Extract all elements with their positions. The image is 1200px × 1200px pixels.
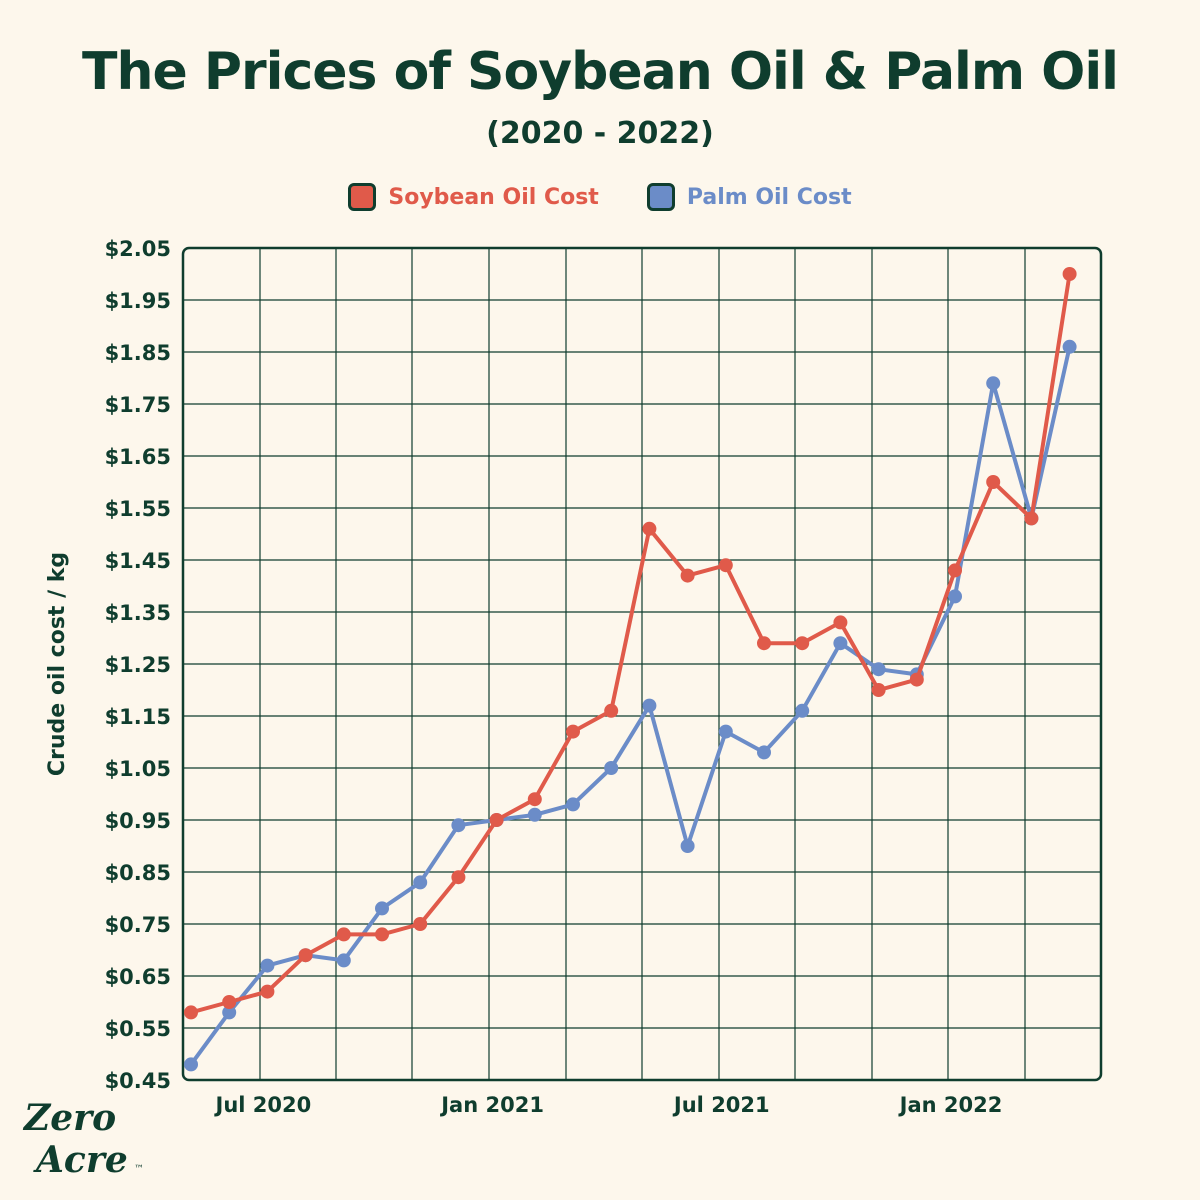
legend-label-soybean: Soybean Oil Cost xyxy=(388,184,599,210)
legend-swatch-soybean xyxy=(348,183,377,211)
legend-label-palm: Palm Oil Cost xyxy=(686,184,852,210)
x-tick-label: Jul 2020 xyxy=(214,1093,312,1117)
y-tick-label: $2.05 xyxy=(105,237,171,261)
data-point-palm xyxy=(375,901,389,916)
y-tick-label: $1.65 xyxy=(105,445,171,469)
data-point-palm xyxy=(1062,339,1077,354)
data-point-soybean xyxy=(451,870,466,885)
data-point-palm xyxy=(451,818,466,833)
data-point-palm xyxy=(833,636,848,651)
y-axis-label: Crude oil cost / kg xyxy=(45,552,70,776)
data-point-palm xyxy=(527,807,542,822)
y-tick-label: $1.45 xyxy=(105,549,171,573)
legend-item-soybean: Soybean Oil Cost xyxy=(348,183,599,211)
data-point-soybean xyxy=(375,927,389,942)
y-tick-label: $0.95 xyxy=(105,809,171,833)
data-point-soybean xyxy=(833,615,848,630)
data-point-palm xyxy=(260,958,275,973)
y-tick-label: $0.55 xyxy=(105,1017,171,1041)
data-point-soybean xyxy=(871,683,886,697)
legend-swatch-palm xyxy=(646,183,675,211)
data-point-soybean xyxy=(260,984,275,999)
y-tick-label: $1.95 xyxy=(105,289,171,313)
chart-title: The Prices of Soybean Oil & Palm Oil xyxy=(82,42,1119,102)
data-point-soybean xyxy=(566,724,580,739)
data-point-palm xyxy=(680,839,695,853)
data-point-soybean xyxy=(336,927,351,942)
data-point-soybean xyxy=(680,568,695,583)
plot-border xyxy=(181,246,1103,1082)
data-point-palm xyxy=(184,1057,198,1072)
y-tick-label: $1.55 xyxy=(105,497,171,521)
logo-trademark: ™ xyxy=(134,1164,144,1175)
y-tick-label: $1.75 xyxy=(105,393,171,417)
legend-item-palm: Palm Oil Cost xyxy=(646,183,852,211)
data-point-soybean xyxy=(909,672,924,687)
x-tick-label: Jan 2021 xyxy=(439,1093,544,1117)
y-tick-label: $1.15 xyxy=(105,705,171,729)
data-point-palm xyxy=(604,761,619,775)
y-tick-label: $0.45 xyxy=(105,1069,171,1093)
y-tick-label: $0.85 xyxy=(105,861,171,885)
y-tick-label: $0.65 xyxy=(105,965,171,989)
data-point-palm xyxy=(757,745,771,760)
data-point-soybean xyxy=(604,703,619,718)
x-tick-label: Jan 2022 xyxy=(898,1093,1003,1117)
data-point-palm xyxy=(795,703,810,718)
data-point-soybean xyxy=(642,521,657,536)
data-point-soybean xyxy=(184,1005,198,1020)
logo-line-1: Zero xyxy=(22,1097,116,1139)
zero-acre-logo: Zero Acre ™ xyxy=(22,1097,144,1181)
data-point-palm xyxy=(222,1005,237,1020)
data-point-soybean xyxy=(948,563,962,578)
x-tick-label: Jul 2021 xyxy=(672,1093,770,1117)
y-tick-label: $1.25 xyxy=(105,653,171,677)
data-point-palm xyxy=(566,797,580,812)
data-point-palm xyxy=(871,662,886,677)
chart-subtitle: (2020 - 2022) xyxy=(486,116,714,151)
data-point-palm xyxy=(336,953,351,968)
data-point-soybean xyxy=(1062,267,1077,281)
data-point-soybean xyxy=(527,792,542,807)
logo-line-2: Acre xyxy=(33,1139,128,1181)
data-point-soybean xyxy=(795,636,810,651)
data-point-soybean xyxy=(413,917,428,931)
y-tick-label: $0.75 xyxy=(105,913,171,937)
data-point-palm xyxy=(948,589,962,604)
data-point-soybean xyxy=(489,813,504,827)
y-tick-label: $1.05 xyxy=(105,757,171,781)
y-tick-label: $1.85 xyxy=(105,341,171,365)
data-point-palm xyxy=(718,724,733,739)
series-line-soybean xyxy=(189,272,1072,1015)
data-point-palm xyxy=(642,698,657,713)
data-point-soybean xyxy=(986,475,1001,489)
data-point-soybean xyxy=(718,558,733,573)
data-point-soybean xyxy=(298,948,313,963)
data-point-soybean xyxy=(757,636,771,651)
data-point-soybean xyxy=(222,995,237,1009)
data-point-palm xyxy=(413,875,428,890)
data-point-palm xyxy=(986,376,1001,391)
legend: Soybean Oil Cost Palm Oil Cost xyxy=(0,183,1200,211)
data-point-soybean xyxy=(1024,511,1039,526)
y-tick-label: $1.35 xyxy=(105,601,171,625)
